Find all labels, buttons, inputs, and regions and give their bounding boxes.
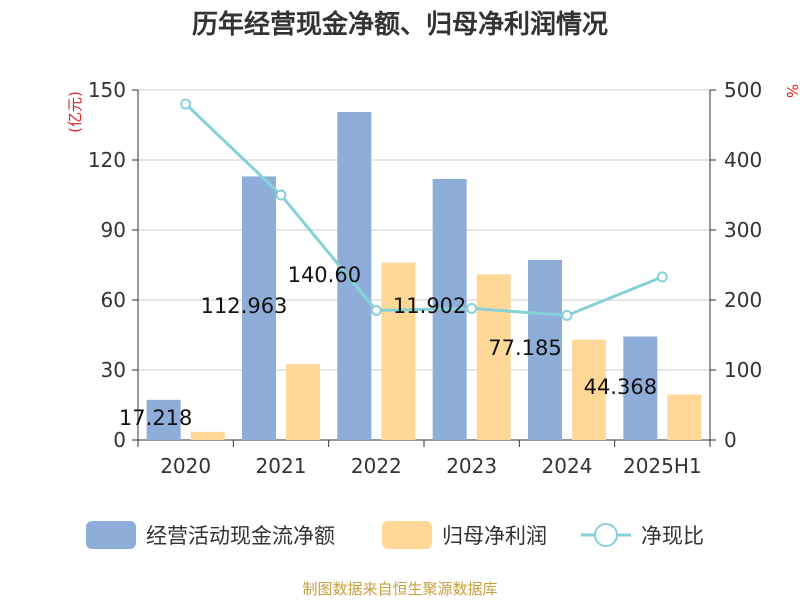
x-tick-label: 2025H1 bbox=[623, 454, 702, 478]
left-y-axis: 0 30 60 90 120 150 bbox=[88, 78, 139, 452]
left-tick-label: 150 bbox=[88, 78, 126, 102]
x-tick-label: 2023 bbox=[446, 454, 497, 478]
left-axis-unit: (亿元) bbox=[66, 91, 84, 133]
line-point bbox=[275, 189, 287, 201]
data-label: 44.368 bbox=[584, 375, 657, 399]
line-point bbox=[561, 309, 573, 321]
line-series bbox=[180, 98, 668, 321]
right-tick-label: 100 bbox=[724, 358, 762, 382]
right-y-axis: 0 100 200 300 400 500 bbox=[709, 78, 762, 452]
legend-label-ratio: 净现比 bbox=[641, 524, 704, 548]
right-tick-label: 200 bbox=[724, 288, 762, 312]
line-point bbox=[370, 305, 382, 316]
bar-series bbox=[146, 111, 702, 441]
data-label: 17.218 bbox=[119, 406, 192, 430]
right-tick-label: 0 bbox=[724, 428, 737, 452]
chart-title: 历年经营现金净额、归母净利润情况 bbox=[192, 9, 608, 40]
x-tick-label: 2021 bbox=[256, 454, 307, 478]
x-tick-label: 2022 bbox=[351, 454, 402, 478]
left-tick-label: 60 bbox=[101, 288, 126, 312]
bar-cash-flow bbox=[528, 259, 562, 440]
source-note: 制图数据来自恒生聚源数据库 bbox=[302, 580, 497, 598]
bar-net-profit bbox=[190, 431, 225, 440]
left-tick-label: 120 bbox=[88, 148, 126, 172]
bar-cash-flow bbox=[337, 111, 372, 440]
legend: 经营活动现金流净额 归母净利润 净现比 bbox=[86, 521, 704, 549]
right-axis-unit: % bbox=[783, 84, 800, 98]
legend-label-net-profit: 归母净利润 bbox=[442, 524, 547, 548]
data-label: 77.185 bbox=[488, 336, 561, 360]
bar-cash-flow bbox=[146, 399, 181, 440]
data-label: 11.902 bbox=[393, 294, 466, 318]
right-tick-label: 400 bbox=[724, 148, 762, 172]
bar-cash-flow bbox=[623, 336, 658, 440]
x-axis: 2020 2021 2022 2023 2024 2025H1 bbox=[137, 439, 711, 478]
x-tick-label: 2024 bbox=[542, 454, 593, 478]
x-tick-label: 2020 bbox=[160, 454, 211, 478]
legend-swatch-net-profit bbox=[382, 521, 432, 549]
line-point bbox=[656, 271, 668, 283]
right-tick-label: 500 bbox=[724, 78, 762, 102]
line-ratio bbox=[184, 102, 663, 317]
bar-net-profit bbox=[572, 339, 606, 440]
data-label: 140.60 bbox=[288, 263, 361, 287]
line-point bbox=[180, 98, 192, 110]
bar-net-profit bbox=[381, 262, 416, 440]
right-tick-label: 300 bbox=[724, 218, 762, 242]
legend-label-cash-flow: 经营活动现金流净额 bbox=[146, 524, 335, 548]
legend-swatch-cash-flow bbox=[86, 521, 136, 549]
bar-net-profit bbox=[476, 274, 511, 440]
data-label: 112.963 bbox=[201, 294, 288, 318]
grid-lines bbox=[138, 89, 710, 371]
bar-net-profit bbox=[286, 364, 320, 440]
left-tick-label: 90 bbox=[101, 218, 126, 242]
bar-cash-flow bbox=[242, 176, 276, 440]
left-tick-label: 0 bbox=[113, 428, 126, 452]
left-tick-label: 30 bbox=[101, 358, 126, 382]
legend-marker-ratio bbox=[594, 523, 618, 547]
line-point bbox=[466, 302, 478, 314]
bar-net-profit bbox=[667, 394, 702, 440]
